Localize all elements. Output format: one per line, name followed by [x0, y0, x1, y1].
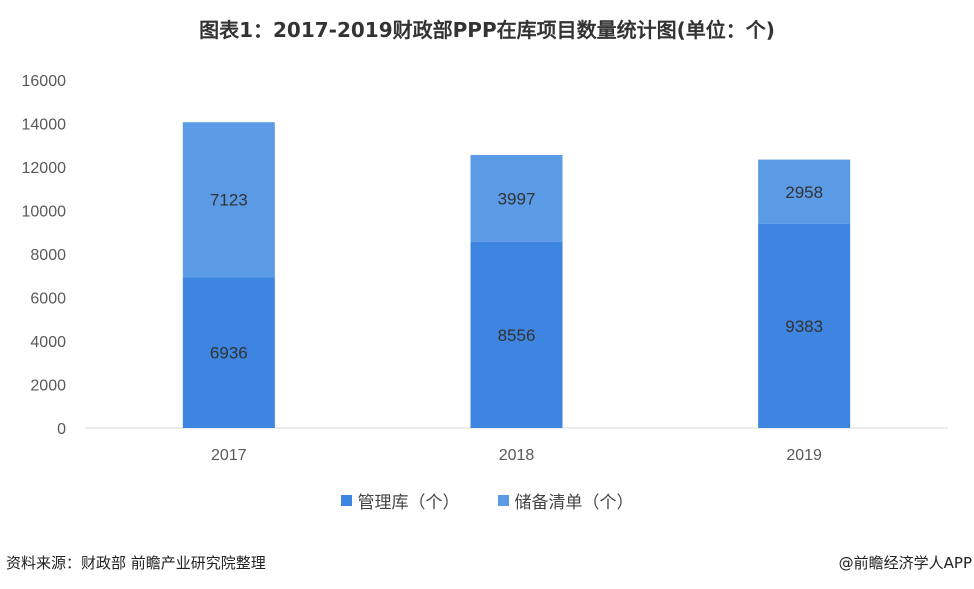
legend-swatch-managed — [340, 495, 352, 506]
bar-segment-managed-2017 — [182, 277, 275, 428]
chart-title: 图表1：2017-2019财政部PPP在库项目数量统计图(单位：个) — [199, 18, 775, 42]
data-labels: 6936 7123 8556 3997 9383 2958 — [210, 183, 823, 363]
credit-note: @前瞻经济学人APP — [838, 554, 972, 572]
y-tick-label: 8000 — [30, 247, 66, 264]
y-tick-label: 4000 — [30, 334, 66, 351]
data-label: 8556 — [498, 326, 536, 345]
bar-segment-reserve-2018 — [470, 154, 563, 242]
data-label: 7123 — [210, 191, 248, 210]
data-label: 6936 — [210, 344, 248, 363]
y-tick-label: 14000 — [22, 117, 67, 134]
bar-segment-reserve-2019 — [758, 159, 851, 224]
legend-item-reserve: 储备清单（个） — [497, 488, 634, 513]
x-tick-label: 2017 — [211, 447, 247, 464]
bar-segment-managed-2018 — [470, 241, 563, 428]
legend: 管理库（个） 储备清单（个） — [0, 488, 974, 513]
source-note: 资料来源：财政部 前瞻产业研究院整理 — [6, 554, 266, 572]
legend-label-managed: 管理库（个） — [357, 493, 460, 513]
y-tick-label: 0 — [57, 421, 66, 438]
legend-item-managed: 管理库（个） — [340, 488, 460, 513]
y-tick-label: 16000 — [22, 73, 67, 90]
y-tick-label: 10000 — [22, 204, 67, 221]
bars — [182, 122, 851, 428]
legend-swatch-reserve — [497, 495, 509, 506]
x-axis-ticks: 2017 2018 2019 — [211, 447, 822, 464]
data-label: 9383 — [785, 317, 823, 336]
y-axis-ticks: 0 2000 4000 6000 8000 10000 12000 14000 16000 — [22, 73, 67, 438]
y-tick-label: 2000 — [30, 378, 66, 395]
bar-segment-reserve-2017 — [182, 122, 275, 278]
x-tick-label: 2019 — [786, 447, 822, 464]
x-tick-label: 2018 — [499, 447, 535, 464]
bar-segment-managed-2019 — [758, 223, 851, 428]
data-label: 3997 — [498, 189, 536, 208]
legend-label-reserve: 储备清单（个） — [514, 493, 634, 513]
y-tick-label: 6000 — [30, 291, 66, 308]
data-label: 2958 — [785, 183, 823, 202]
y-tick-label: 12000 — [22, 160, 67, 177]
